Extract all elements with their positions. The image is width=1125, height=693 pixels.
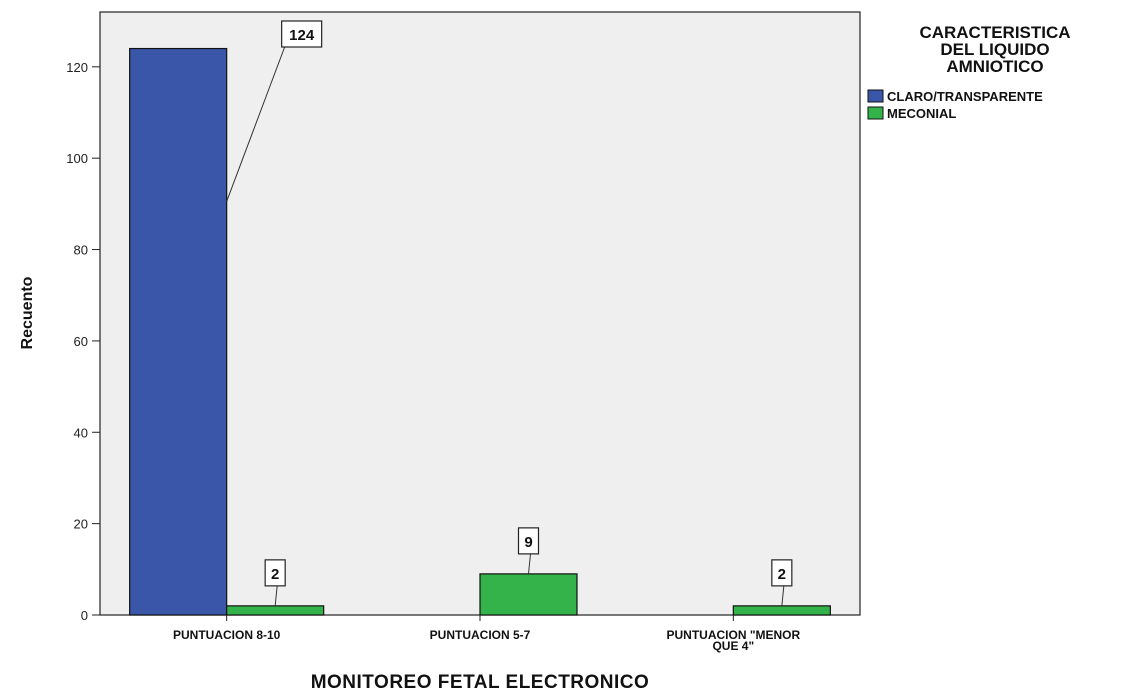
bar-claro-transparente-1 — [129, 47, 228, 616]
y-tick-label: 40 — [74, 425, 88, 440]
data-label-box — [771, 559, 793, 587]
data-label-box — [281, 20, 323, 48]
bar-meconial-1 — [226, 605, 325, 616]
bar-meconial-2 — [479, 573, 578, 616]
x-axis: PUNTUACION 8-10 PUNTUACION 5-7 PUNTUACION … — [173, 615, 801, 653]
legend-title: DEL LIQUIDO — [940, 40, 1049, 59]
y-tick-label: 0 — [81, 608, 88, 623]
data-label: 124 — [289, 27, 315, 44]
y-tick-label: 20 — [74, 517, 88, 532]
x-tick-label: PUNTUACION 8-10 — [173, 628, 281, 642]
x-tick-label: PUNTUACION "MENOR — [666, 628, 800, 642]
x-tick-label: QUE 4" — [712, 639, 754, 653]
legend-title: CARACTERISTICA — [919, 23, 1070, 42]
legend-label: CLARO/TRANSPARENTE — [887, 89, 1043, 104]
legend-swatch — [867, 106, 884, 120]
y-tick-label: 100 — [66, 151, 88, 166]
legend-title: AMNIOTICO — [946, 57, 1043, 76]
data-label-leader — [226, 46, 286, 202]
y-tick-label: 80 — [74, 243, 88, 258]
legend-label: MECONIAL — [887, 106, 956, 121]
y-axis-title: Recuento — [19, 276, 36, 349]
data-label: 2 — [778, 566, 786, 583]
x-axis-title: MONITOREO FETAL ELECTRONICO — [311, 672, 650, 693]
y-axis: 0 20 40 60 80 100 120 — [66, 60, 100, 623]
bar-meconial-3 — [732, 605, 831, 616]
data-label-leader — [528, 553, 531, 574]
y-tick-label: 60 — [74, 334, 88, 349]
data-label: 2 — [271, 566, 279, 583]
legend-swatch — [867, 89, 884, 103]
data-label: 9 — [524, 534, 532, 551]
data-label-leader — [274, 585, 278, 606]
data-label-box — [264, 559, 286, 587]
data-label-leader — [781, 585, 785, 606]
y-tick-label: 120 — [66, 60, 88, 75]
x-tick-label: PUNTUACION 5-7 — [430, 628, 531, 642]
data-label-box — [517, 527, 540, 555]
data-labels: 124 2 9 2 — [226, 20, 793, 606]
